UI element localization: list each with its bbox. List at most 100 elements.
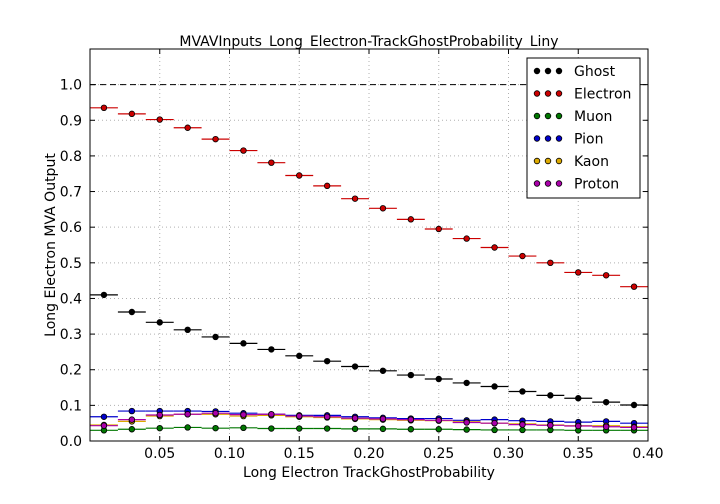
legend-marker-pion <box>555 135 563 142</box>
electron-point <box>491 244 498 251</box>
pion-point <box>128 407 136 415</box>
legend-marker-muon <box>533 112 541 120</box>
proton-point <box>268 411 275 418</box>
muon-point <box>463 426 470 433</box>
series-layer <box>90 104 648 434</box>
y-tick-label: 0.4 <box>60 291 82 307</box>
muon-point <box>156 424 163 432</box>
proton-point <box>491 419 498 427</box>
electron-point <box>602 272 610 279</box>
electron-point <box>463 235 470 242</box>
series-proton <box>90 410 648 431</box>
ghost-point <box>296 352 303 360</box>
ghost-point <box>575 395 582 402</box>
legend-marker-kaon <box>533 157 541 165</box>
proton-point <box>212 410 219 417</box>
legend-marker-electron <box>544 90 552 97</box>
ghost-point <box>100 291 108 299</box>
muon-point <box>212 424 219 432</box>
proton-point <box>519 421 526 428</box>
x-tick-label: 0.20 <box>353 446 384 462</box>
ghost-point <box>407 371 415 379</box>
ghost-point <box>128 308 136 316</box>
electron-point <box>156 116 163 123</box>
y-tick-label: 0.0 <box>60 434 82 450</box>
x-tick-label: 0.40 <box>632 446 663 462</box>
series-pion <box>90 407 648 427</box>
ghost-point <box>435 375 442 383</box>
series-electron <box>90 104 648 290</box>
muon-point <box>435 426 442 433</box>
legend-marker-muon <box>555 112 563 120</box>
muon-point <box>379 425 387 433</box>
series-ghost <box>90 291 648 409</box>
legend-marker-proton <box>555 180 563 187</box>
electron-point <box>128 110 136 118</box>
proton-point <box>296 412 303 420</box>
proton-point <box>323 413 331 420</box>
ghost-point <box>547 392 554 399</box>
y-tick-label: 0.2 <box>60 363 82 379</box>
legend-marker-electron <box>533 90 541 97</box>
electron-point <box>351 195 359 202</box>
electron-point <box>212 135 219 143</box>
ghost-point <box>184 326 191 334</box>
x-tick-label: 0.35 <box>563 446 594 462</box>
ghost-point <box>630 401 638 409</box>
electron-point <box>435 225 442 233</box>
electron-point <box>296 172 303 179</box>
x-tick-label: 0.10 <box>214 446 245 462</box>
electron-point <box>323 182 331 190</box>
legend-marker-kaon <box>555 157 563 165</box>
legend-label-kaon: Kaon <box>574 154 609 170</box>
proton-point <box>240 411 247 418</box>
ghost-point <box>212 333 219 341</box>
muon-point <box>240 424 247 432</box>
muon-point <box>128 426 136 433</box>
electron-point <box>268 159 275 166</box>
y-tick-label: 0.5 <box>60 256 82 272</box>
electron-point <box>407 216 415 223</box>
y-tick-label: 0.6 <box>60 220 82 236</box>
muon-point <box>296 425 303 432</box>
legend-marker-muon <box>544 112 552 120</box>
legend-marker-electron <box>555 90 563 97</box>
electron-point <box>184 124 191 131</box>
ghost-point <box>379 367 387 374</box>
legend-marker-ghost <box>544 67 552 75</box>
y-axis-label: Long Electron MVA Output <box>43 153 59 337</box>
proton-point <box>184 411 191 418</box>
legend-marker-ghost <box>555 67 563 75</box>
proton-point <box>602 423 610 430</box>
legend-marker-pion <box>533 135 541 142</box>
electron-point <box>240 147 247 154</box>
proton-point <box>435 417 442 424</box>
proton-point <box>379 415 387 423</box>
proton-point <box>351 414 359 422</box>
electron-point <box>630 283 638 290</box>
ghost-point <box>268 346 275 353</box>
x-tick-label: 0.15 <box>284 446 315 462</box>
ghost-point <box>491 383 498 390</box>
muon-point <box>519 426 526 434</box>
x-tick-label: 0.30 <box>493 446 524 462</box>
legend-label-muon: Muon <box>574 109 612 125</box>
legend-marker-proton <box>544 180 552 187</box>
legend-marker-kaon <box>544 157 552 165</box>
muon-point <box>407 426 415 433</box>
legend-marker-proton <box>533 180 541 187</box>
proton-point <box>547 422 554 429</box>
proton-point <box>463 419 470 426</box>
y-tick-label: 0.7 <box>60 185 82 201</box>
proton-point <box>100 422 108 429</box>
ghost-point <box>519 388 526 395</box>
ghost-point <box>602 398 610 406</box>
x-tick-label: 0.05 <box>144 446 175 462</box>
ghost-point <box>463 379 470 387</box>
pion-point <box>100 413 108 420</box>
chart-title: MVAVInputs_Long_Electron-TrackGhostProba… <box>179 34 558 50</box>
series-muon <box>90 424 648 434</box>
legend-label-pion: Pion <box>574 132 603 148</box>
muon-point <box>323 425 331 432</box>
muon-point <box>184 424 191 431</box>
